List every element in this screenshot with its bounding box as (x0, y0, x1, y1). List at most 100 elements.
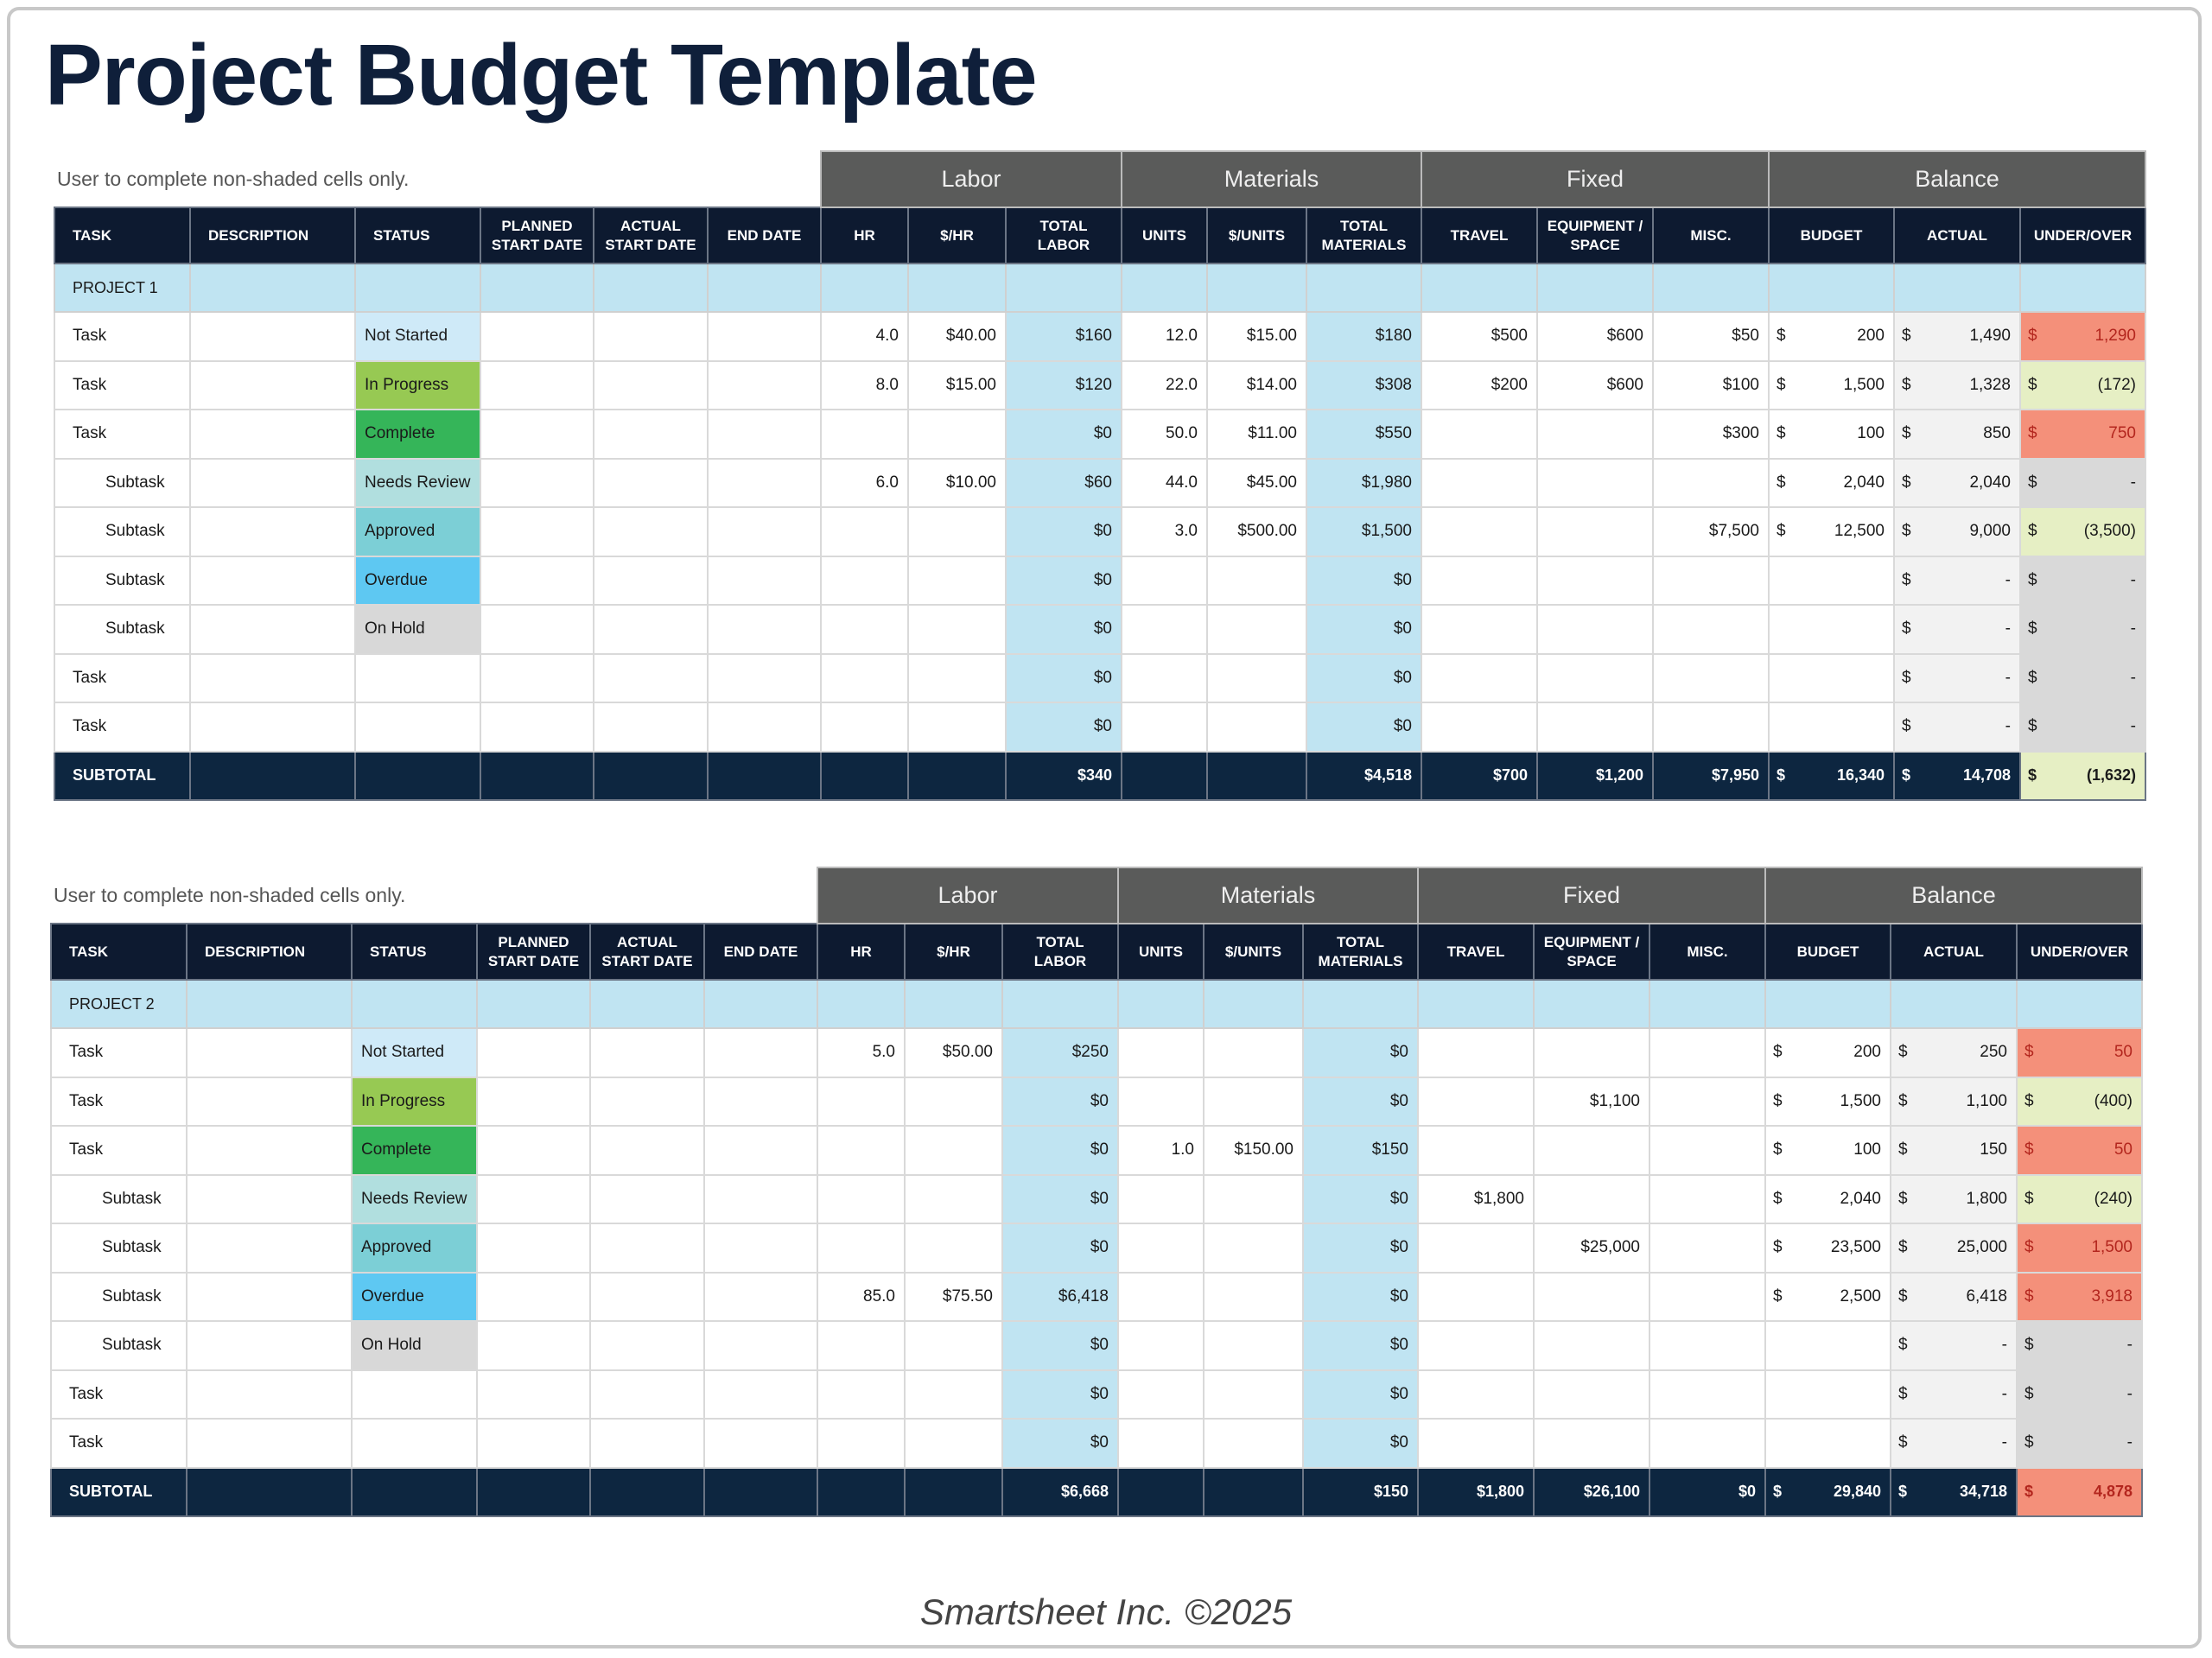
planned-cell[interactable] (480, 359, 594, 410)
budget-cell[interactable]: $12,500 (1768, 506, 1895, 557)
equipment-cell[interactable] (1536, 652, 1654, 703)
hr-cell[interactable] (817, 1076, 906, 1127)
description-cell[interactable] (189, 311, 356, 362)
equipment-cell[interactable]: $25,000 (1533, 1223, 1650, 1274)
description-cell[interactable] (186, 1369, 353, 1420)
end-cell[interactable] (707, 359, 822, 410)
status-badge[interactable]: Overdue (351, 1271, 478, 1322)
project-row-cell[interactable] (707, 263, 822, 313)
end-cell[interactable] (707, 555, 822, 606)
task-cell[interactable]: Subtask (50, 1320, 188, 1371)
unit-cost-cell[interactable] (1203, 1369, 1304, 1420)
status-badge[interactable]: Needs Review (354, 457, 481, 508)
status-cell[interactable] (351, 1369, 478, 1420)
hr-cell[interactable] (820, 555, 909, 606)
hr-cell[interactable] (817, 1223, 906, 1274)
task-cell[interactable]: Subtask (50, 1271, 188, 1322)
project-row-cell[interactable] (1306, 263, 1422, 313)
actual-start-cell[interactable] (593, 702, 709, 753)
end-cell[interactable] (703, 1173, 818, 1224)
budget-cell[interactable]: $100 (1768, 409, 1895, 460)
planned-cell[interactable] (476, 1223, 591, 1274)
description-cell[interactable] (186, 1320, 353, 1371)
rate-cell[interactable] (907, 506, 1007, 557)
end-cell[interactable] (703, 1418, 818, 1469)
project-row-cell[interactable] (1206, 263, 1307, 313)
hr-cell[interactable] (817, 1125, 906, 1176)
misc-cell[interactable] (1652, 604, 1770, 655)
task-cell[interactable]: Task (54, 311, 191, 362)
rate-cell[interactable] (904, 1076, 1003, 1127)
status-cell[interactable] (351, 1418, 478, 1469)
equipment-cell[interactable] (1533, 1027, 1650, 1078)
project-row-cell[interactable] (2019, 263, 2146, 313)
budget-cell[interactable]: $200 (1764, 1027, 1891, 1078)
travel-cell[interactable] (1417, 1027, 1535, 1078)
unit-cost-cell[interactable]: $15.00 (1206, 311, 1307, 362)
rate-cell[interactable] (904, 1223, 1003, 1274)
unit-cost-cell[interactable] (1203, 1076, 1304, 1127)
hr-cell[interactable]: 6.0 (820, 457, 909, 508)
unit-cost-cell[interactable]: $14.00 (1206, 359, 1307, 410)
unit-cost-cell[interactable]: $45.00 (1206, 457, 1307, 508)
project-row-cell[interactable] (1652, 263, 1770, 313)
project-row-cell[interactable] (589, 979, 705, 1029)
misc-cell[interactable] (1649, 1320, 1766, 1371)
misc-cell[interactable] (1649, 1125, 1766, 1176)
project-row-cell[interactable] (1536, 263, 1654, 313)
travel-cell[interactable]: $500 (1421, 311, 1538, 362)
description-cell[interactable] (189, 652, 356, 703)
project-row-cell[interactable] (1005, 263, 1122, 313)
units-cell[interactable]: 1.0 (1117, 1125, 1205, 1176)
task-cell[interactable]: Subtask (50, 1173, 188, 1224)
description-cell[interactable] (186, 1027, 353, 1078)
actual-start-cell[interactable] (589, 1223, 705, 1274)
project-row-cell[interactable] (817, 979, 906, 1029)
budget-cell[interactable]: $2,040 (1768, 457, 1895, 508)
actual-start-cell[interactable] (593, 506, 709, 557)
hr-cell[interactable] (820, 409, 909, 460)
end-cell[interactable] (703, 1271, 818, 1322)
task-cell[interactable]: Task (54, 702, 191, 753)
description-cell[interactable] (189, 702, 356, 753)
unit-cost-cell[interactable] (1203, 1173, 1304, 1224)
project-row-cell[interactable] (351, 979, 478, 1029)
task-cell[interactable]: Task (50, 1027, 188, 1078)
project-row-cell[interactable] (189, 263, 356, 313)
actual-start-cell[interactable] (593, 555, 709, 606)
planned-cell[interactable] (480, 311, 594, 362)
misc-cell[interactable] (1649, 1076, 1766, 1127)
misc-cell[interactable]: $50 (1652, 311, 1770, 362)
travel-cell[interactable] (1417, 1125, 1535, 1176)
budget-cell[interactable] (1768, 652, 1895, 703)
project-row-cell[interactable] (480, 263, 594, 313)
units-cell[interactable] (1121, 652, 1208, 703)
units-cell[interactable]: 50.0 (1121, 409, 1208, 460)
description-cell[interactable] (186, 1418, 353, 1469)
budget-cell[interactable]: $200 (1768, 311, 1895, 362)
equipment-cell[interactable] (1533, 1320, 1650, 1371)
rate-cell[interactable] (907, 409, 1007, 460)
end-cell[interactable] (703, 1027, 818, 1078)
rate-cell[interactable] (904, 1418, 1003, 1469)
hr-cell[interactable] (820, 652, 909, 703)
units-cell[interactable] (1117, 1369, 1205, 1420)
units-cell[interactable]: 12.0 (1121, 311, 1208, 362)
actual-start-cell[interactable] (589, 1418, 705, 1469)
unit-cost-cell[interactable] (1206, 604, 1307, 655)
project-row-cell[interactable] (593, 263, 709, 313)
description-cell[interactable] (186, 1173, 353, 1224)
actual-start-cell[interactable] (593, 359, 709, 410)
status-cell[interactable] (354, 702, 481, 753)
equipment-cell[interactable] (1536, 409, 1654, 460)
equipment-cell[interactable] (1536, 702, 1654, 753)
actual-start-cell[interactable] (589, 1173, 705, 1224)
unit-cost-cell[interactable] (1203, 1271, 1304, 1322)
misc-cell[interactable] (1649, 1027, 1766, 1078)
budget-cell[interactable] (1768, 555, 1895, 606)
budget-cell[interactable]: $23,500 (1764, 1223, 1891, 1274)
units-cell[interactable]: 44.0 (1121, 457, 1208, 508)
unit-cost-cell[interactable] (1203, 1320, 1304, 1371)
description-cell[interactable] (186, 1076, 353, 1127)
misc-cell[interactable] (1652, 457, 1770, 508)
